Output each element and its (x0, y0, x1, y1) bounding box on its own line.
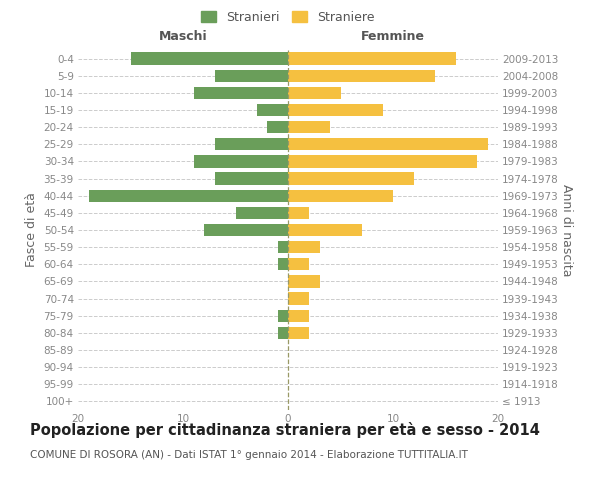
Bar (277, 258, 288, 270)
Bar (288, 310, 309, 322)
Bar (130, 52, 288, 64)
Bar (288, 292, 309, 304)
Bar (288, 138, 487, 150)
Bar (288, 104, 383, 116)
Bar (288, 206, 309, 219)
Bar (88, 190, 288, 202)
Bar (277, 326, 288, 339)
Bar (288, 121, 330, 134)
Bar (235, 206, 288, 219)
Bar (277, 241, 288, 254)
Bar (288, 52, 456, 64)
Text: Femmine: Femmine (361, 30, 425, 43)
Text: Popolazione per cittadinanza straniera per età e sesso - 2014: Popolazione per cittadinanza straniera p… (30, 422, 540, 438)
Bar (288, 70, 435, 82)
Bar (204, 224, 288, 236)
Bar (215, 172, 288, 184)
Text: COMUNE DI ROSORA (AN) - Dati ISTAT 1° gennaio 2014 - Elaborazione TUTTITALIA.IT: COMUNE DI ROSORA (AN) - Dati ISTAT 1° ge… (30, 450, 468, 460)
Bar (193, 86, 288, 99)
Bar (288, 326, 309, 339)
Bar (267, 121, 288, 134)
Y-axis label: Fasce di età: Fasce di età (25, 192, 38, 268)
Bar (288, 156, 477, 168)
Bar (288, 276, 320, 287)
Bar (288, 86, 341, 99)
Bar (215, 70, 288, 82)
Text: Maschi: Maschi (158, 30, 208, 43)
Bar (277, 310, 288, 322)
Y-axis label: Anni di nascita: Anni di nascita (560, 184, 573, 276)
Bar (215, 138, 288, 150)
Bar (257, 104, 288, 116)
Legend: Stranieri, Straniere: Stranieri, Straniere (196, 6, 380, 29)
Bar (288, 241, 320, 254)
Bar (288, 224, 361, 236)
Bar (288, 258, 309, 270)
Bar (193, 156, 288, 168)
Bar (288, 172, 414, 184)
Bar (288, 190, 393, 202)
